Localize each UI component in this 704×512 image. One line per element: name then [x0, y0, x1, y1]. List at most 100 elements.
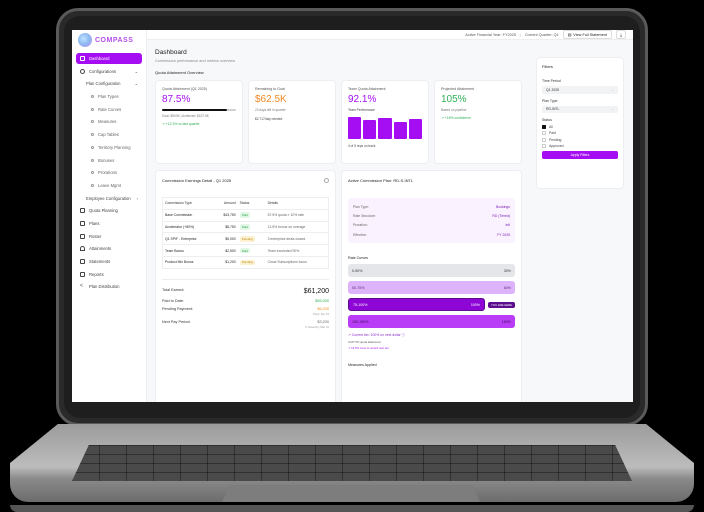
sidebar-item-plan-types[interactable]: Plan Types: [76, 91, 142, 102]
circle-icon: [91, 95, 94, 99]
main-column: Dashboard Commission performance and met…: [155, 48, 530, 402]
sidebar: COMPASS Dashboard Configurations ⌄ Plan C…: [72, 30, 147, 402]
separator: |: [519, 32, 521, 37]
plan-details: Plan Type: Bookings Rate Structure: RD (Tie…: [348, 198, 515, 244]
download-button[interactable]: ⤓: [616, 30, 626, 39]
status-checkbox-all[interactable]: All: [542, 124, 618, 129]
plan-detail-row: Proration: Intl: [353, 223, 510, 228]
brand-logo[interactable]: COMPASS: [76, 30, 142, 50]
circle-icon: [91, 133, 94, 137]
status-checkbox-pending[interactable]: Pending: [542, 137, 618, 142]
time-period-select[interactable]: Q1 2025 ⌄: [542, 86, 618, 94]
sidebar-item-quota-planning[interactable]: Quota Planning: [76, 205, 142, 216]
total-earned: $61,200: [303, 287, 329, 295]
plan-title: Active Commission Plan: RD-S-INTL: [348, 178, 414, 183]
brand-name: COMPASS: [95, 36, 134, 44]
laptop-keyboard: [72, 445, 632, 481]
compass-logo-icon: [78, 33, 92, 47]
document-icon: ▤: [567, 33, 572, 37]
download-icon: ⤓: [620, 32, 622, 37]
document-icon: [80, 208, 85, 214]
circle-icon: [91, 107, 94, 111]
financial-year-label: Active Financial Year: FY2025: [465, 32, 516, 37]
status-checkboxes: All Paid Pending Approved: [542, 124, 618, 149]
team-performance-bars: [348, 117, 423, 139]
sidebar-item-roster[interactable]: Roster: [76, 231, 142, 242]
status-checkbox-approved[interactable]: Approved: [542, 144, 618, 149]
sidebar-item-dashboard[interactable]: Dashboard: [76, 53, 142, 64]
sidebar-item-reports[interactable]: Reports: [76, 269, 142, 280]
table-row: Base Commission $43,750 Paid 87.5% quota × …: [162, 209, 329, 222]
status-badge: Paid: [239, 224, 251, 230]
circle-icon: [91, 145, 94, 149]
next-pay-period: $3,200: [317, 319, 329, 324]
filters-panel: Filters Time Period Q1 2025 ⌄ Plan Type R…: [536, 57, 624, 189]
sidebar-item-statements[interactable]: Statements: [76, 256, 142, 267]
chevron-down-icon: ⌄: [611, 107, 614, 112]
laptop-base-edge: [10, 505, 694, 512]
status-badge: Paid: [239, 247, 251, 254]
current-tier-note: ↗ Current tier: 100% on next dollar ⓘ: [348, 333, 405, 338]
home-icon: [80, 246, 85, 252]
tier-75-100-current: 75-100% 100%: [348, 298, 486, 312]
plan-detail-row: Effective: FY 2025: [353, 232, 510, 237]
share-icon: <: [80, 283, 83, 290]
rate-curves-title: Rate Curves: [348, 256, 368, 261]
kpi-projected-attainment: Projected Attainment 105% Based on pipel…: [434, 80, 522, 164]
sidebar-item-attainments[interactable]: Attainments: [76, 243, 142, 254]
team-bar: [408, 119, 423, 139]
sidebar-item-cap-tables[interactable]: Cap Tables: [76, 129, 142, 140]
tier-0-50: 0-50% 30%: [348, 264, 515, 278]
sidebar-item-configurations[interactable]: Configurations ⌄: [76, 66, 142, 77]
checkbox-icon: [542, 124, 546, 129]
status-badge: Pending: [239, 235, 256, 242]
plan-type-select[interactable]: RD-INTL ⌄: [542, 105, 618, 113]
chevron-down-icon: ⌄: [134, 68, 138, 74]
sidebar-item-plan-distribution[interactable]: < Plan Distribution: [80, 283, 120, 290]
sidebar-item-territory-planning[interactable]: Territory Planning: [76, 142, 142, 153]
chevron-right-icon: ›: [136, 195, 138, 201]
page-subtitle: Commission performance and metrics overv…: [155, 59, 235, 63]
chevron-down-icon: ⌄: [134, 81, 138, 87]
page-title: Dashboard: [155, 49, 187, 56]
pending-payment: $6,200: [317, 306, 329, 311]
sidebar-item-prorations[interactable]: Prorations: [76, 167, 142, 178]
kpi-value: 92.1%: [348, 94, 377, 105]
trend-up: ↗ +18% confidence: [441, 116, 471, 120]
topbar: Active Financial Year: FY2025 | Current …: [147, 30, 633, 40]
sidebar-item-rate-curves[interactable]: Rate Curves: [76, 104, 142, 115]
sidebar-item-leave-mgmt[interactable]: Leave Mgmt: [76, 180, 142, 191]
circle-icon: [91, 158, 94, 162]
info-icon[interactable]: [324, 178, 329, 183]
gear-icon: [80, 68, 85, 74]
current-quarter-label: Current Quarter: Q1: [524, 32, 559, 37]
team-bar: [363, 119, 377, 139]
sidebar-item-employee-configuration[interactable]: Employee Configuration ›: [86, 195, 138, 201]
app-screen: COMPASS Dashboard Configurations ⌄ Plan C…: [72, 30, 633, 402]
table-row: Team Bonus $2,500 Paid Team exceeded 90%: [162, 244, 329, 257]
team-bar: [393, 122, 407, 139]
earnings-panel: Commission Earnings Detail - Q1 2025 Com…: [155, 170, 336, 402]
view-full-statement-button[interactable]: ▤ View Full Statement: [562, 30, 612, 39]
apply-filters-button[interactable]: Apply Filters: [542, 151, 618, 160]
kpi-row: Quota Attainment (Q1 2025) 87.5% Goal: $…: [155, 80, 530, 164]
filters-title: Filters: [542, 64, 553, 69]
tier-50-75: 50-75% 60%: [348, 281, 515, 295]
kpi-value: 87.5%: [162, 94, 191, 105]
status-badge: Paid: [239, 212, 251, 218]
sidebar-item-plans[interactable]: Plans: [76, 218, 142, 229]
you-are-here-badge: YOU ARE HERE: [488, 301, 515, 308]
sidebar-item-measures[interactable]: Measures: [76, 116, 142, 127]
document-icon: [80, 259, 85, 264]
status-checkbox-paid[interactable]: Paid: [542, 131, 618, 136]
team-bar: [348, 117, 362, 139]
sidebar-item-plan-configuration[interactable]: Plan Configuration ⌄: [86, 81, 138, 87]
section-title: Quota Attainment Overview: [155, 70, 204, 75]
kpi-value: $62.5K: [255, 94, 287, 105]
document-icon: [80, 233, 85, 239]
plan-detail-row: Rate Structure: RD (Tiered): [353, 213, 510, 218]
quota-progress-bar: [162, 109, 236, 112]
measures-applied-title: Measures Applied: [348, 363, 377, 368]
sidebar-item-bonuses[interactable]: Bonuses: [76, 155, 142, 166]
earnings-totals: Total Earned: $61,200 Paid to Date: $55,00…: [162, 278, 329, 329]
